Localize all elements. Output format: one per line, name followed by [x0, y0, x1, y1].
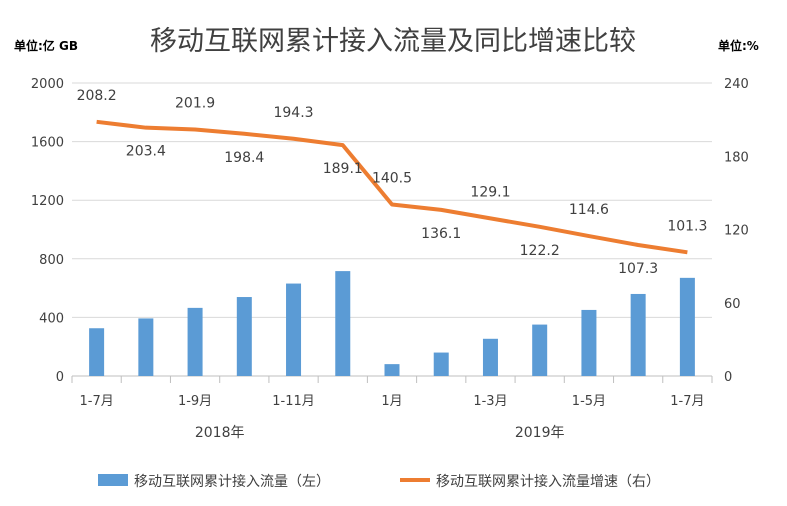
bar — [335, 271, 351, 376]
chart-title: 移动互联网累计接入流量及同比增速比较 — [150, 26, 636, 57]
x-tick-label: 1-7月 — [670, 394, 704, 409]
data-label: 201.9 — [175, 96, 215, 112]
year-group-label: 2019年 — [515, 425, 565, 441]
bar — [581, 309, 597, 376]
bar — [433, 352, 449, 376]
left-tick-label: 1200 — [31, 194, 64, 209]
bar — [236, 297, 252, 376]
bar — [532, 324, 548, 376]
right-tick-label: 180 — [724, 150, 749, 165]
x-tick-label: 1-5月 — [572, 394, 606, 409]
data-label: 140.5 — [372, 170, 412, 186]
x-tick-label: 1-7月 — [79, 394, 113, 409]
x-tick-label: 1月 — [381, 394, 402, 409]
bar — [679, 277, 695, 376]
right-tick-label: 60 — [724, 297, 741, 312]
right-tick-label: 0 — [724, 370, 732, 385]
x-tick-label: 1-3月 — [473, 394, 507, 409]
left-tick-label: 400 — [39, 311, 64, 326]
bar — [482, 338, 498, 376]
legend-line-label: 移动互联网累计接入流量增速（右） — [436, 473, 660, 490]
left-tick-label: 800 — [39, 253, 64, 268]
data-label: 189.1 — [323, 161, 363, 177]
left-tick-label: 2000 — [31, 77, 64, 92]
bar — [630, 293, 646, 376]
bar — [138, 318, 154, 376]
bar — [187, 307, 203, 376]
right-tick-label: 120 — [724, 224, 749, 239]
bar — [286, 283, 302, 376]
data-label: 136.1 — [421, 226, 461, 242]
data-label: 114.6 — [569, 202, 609, 218]
bar — [89, 328, 105, 376]
growth-line — [96, 119, 688, 255]
data-label: 203.4 — [126, 144, 166, 160]
data-label: 101.3 — [667, 218, 707, 234]
data-label: 122.2 — [520, 243, 560, 259]
data-label: 107.3 — [618, 261, 658, 277]
x-tick-label: 1-9月 — [178, 394, 212, 409]
bar — [384, 364, 400, 376]
data-label: 129.1 — [470, 184, 510, 200]
right-tick-label: 240 — [724, 77, 749, 92]
legend-bar-label: 移动互联网累计接入流量（左） — [134, 473, 330, 490]
left-tick-label: 1600 — [31, 136, 64, 151]
data-label: 198.4 — [224, 150, 264, 166]
legend-bar-swatch — [98, 474, 128, 486]
data-label: 208.2 — [77, 88, 117, 104]
year-group-label: 2018年 — [195, 425, 245, 441]
left-unit-label: 单位:亿 GB — [14, 38, 78, 53]
right-unit-label: 单位:% — [718, 38, 759, 53]
x-tick-label: 1-11月 — [272, 394, 315, 409]
data-label: 194.3 — [273, 105, 313, 121]
left-tick-label: 0 — [56, 370, 64, 385]
